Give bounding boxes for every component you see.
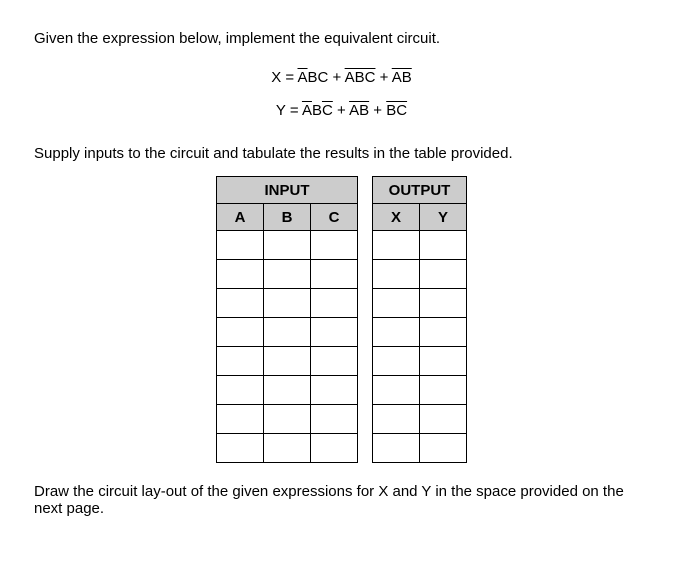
table-row <box>217 434 358 463</box>
table-row <box>373 405 467 434</box>
table-row <box>217 231 358 260</box>
table-row <box>373 231 467 260</box>
equation-y: Y = ABC + AB + BC <box>276 94 407 127</box>
output-rows <box>373 231 467 463</box>
table-row <box>217 376 358 405</box>
table-row <box>217 347 358 376</box>
truth-table-area: INPUT A B C OUTPUT X Y <box>34 176 649 463</box>
output-header: OUTPUT <box>373 177 467 204</box>
input-rows <box>217 231 358 463</box>
table-row <box>217 318 358 347</box>
col-x: X <box>373 204 420 231</box>
table-row <box>373 376 467 405</box>
table-row <box>373 260 467 289</box>
table-row <box>373 289 467 318</box>
supply-text: Supply inputs to the circuit and tabulat… <box>34 145 649 162</box>
intro-text: Given the expression below, implement th… <box>34 30 649 47</box>
equation-block: X = ABC + ABC + AB Y = ABC + AB + BC <box>34 61 649 127</box>
table-row <box>373 318 467 347</box>
table-row <box>217 260 358 289</box>
output-table: OUTPUT X Y <box>372 176 467 463</box>
input-table: INPUT A B C <box>216 176 358 463</box>
col-y: Y <box>420 204 467 231</box>
col-b: B <box>264 204 311 231</box>
table-row <box>373 434 467 463</box>
equation-x: X = ABC + ABC + AB <box>271 61 412 94</box>
table-row <box>217 289 358 318</box>
col-a: A <box>217 204 264 231</box>
table-row <box>373 347 467 376</box>
footer-text: Draw the circuit lay-out of the given ex… <box>34 483 649 517</box>
table-row <box>217 405 358 434</box>
input-header: INPUT <box>217 177 358 204</box>
col-c: C <box>311 204 358 231</box>
